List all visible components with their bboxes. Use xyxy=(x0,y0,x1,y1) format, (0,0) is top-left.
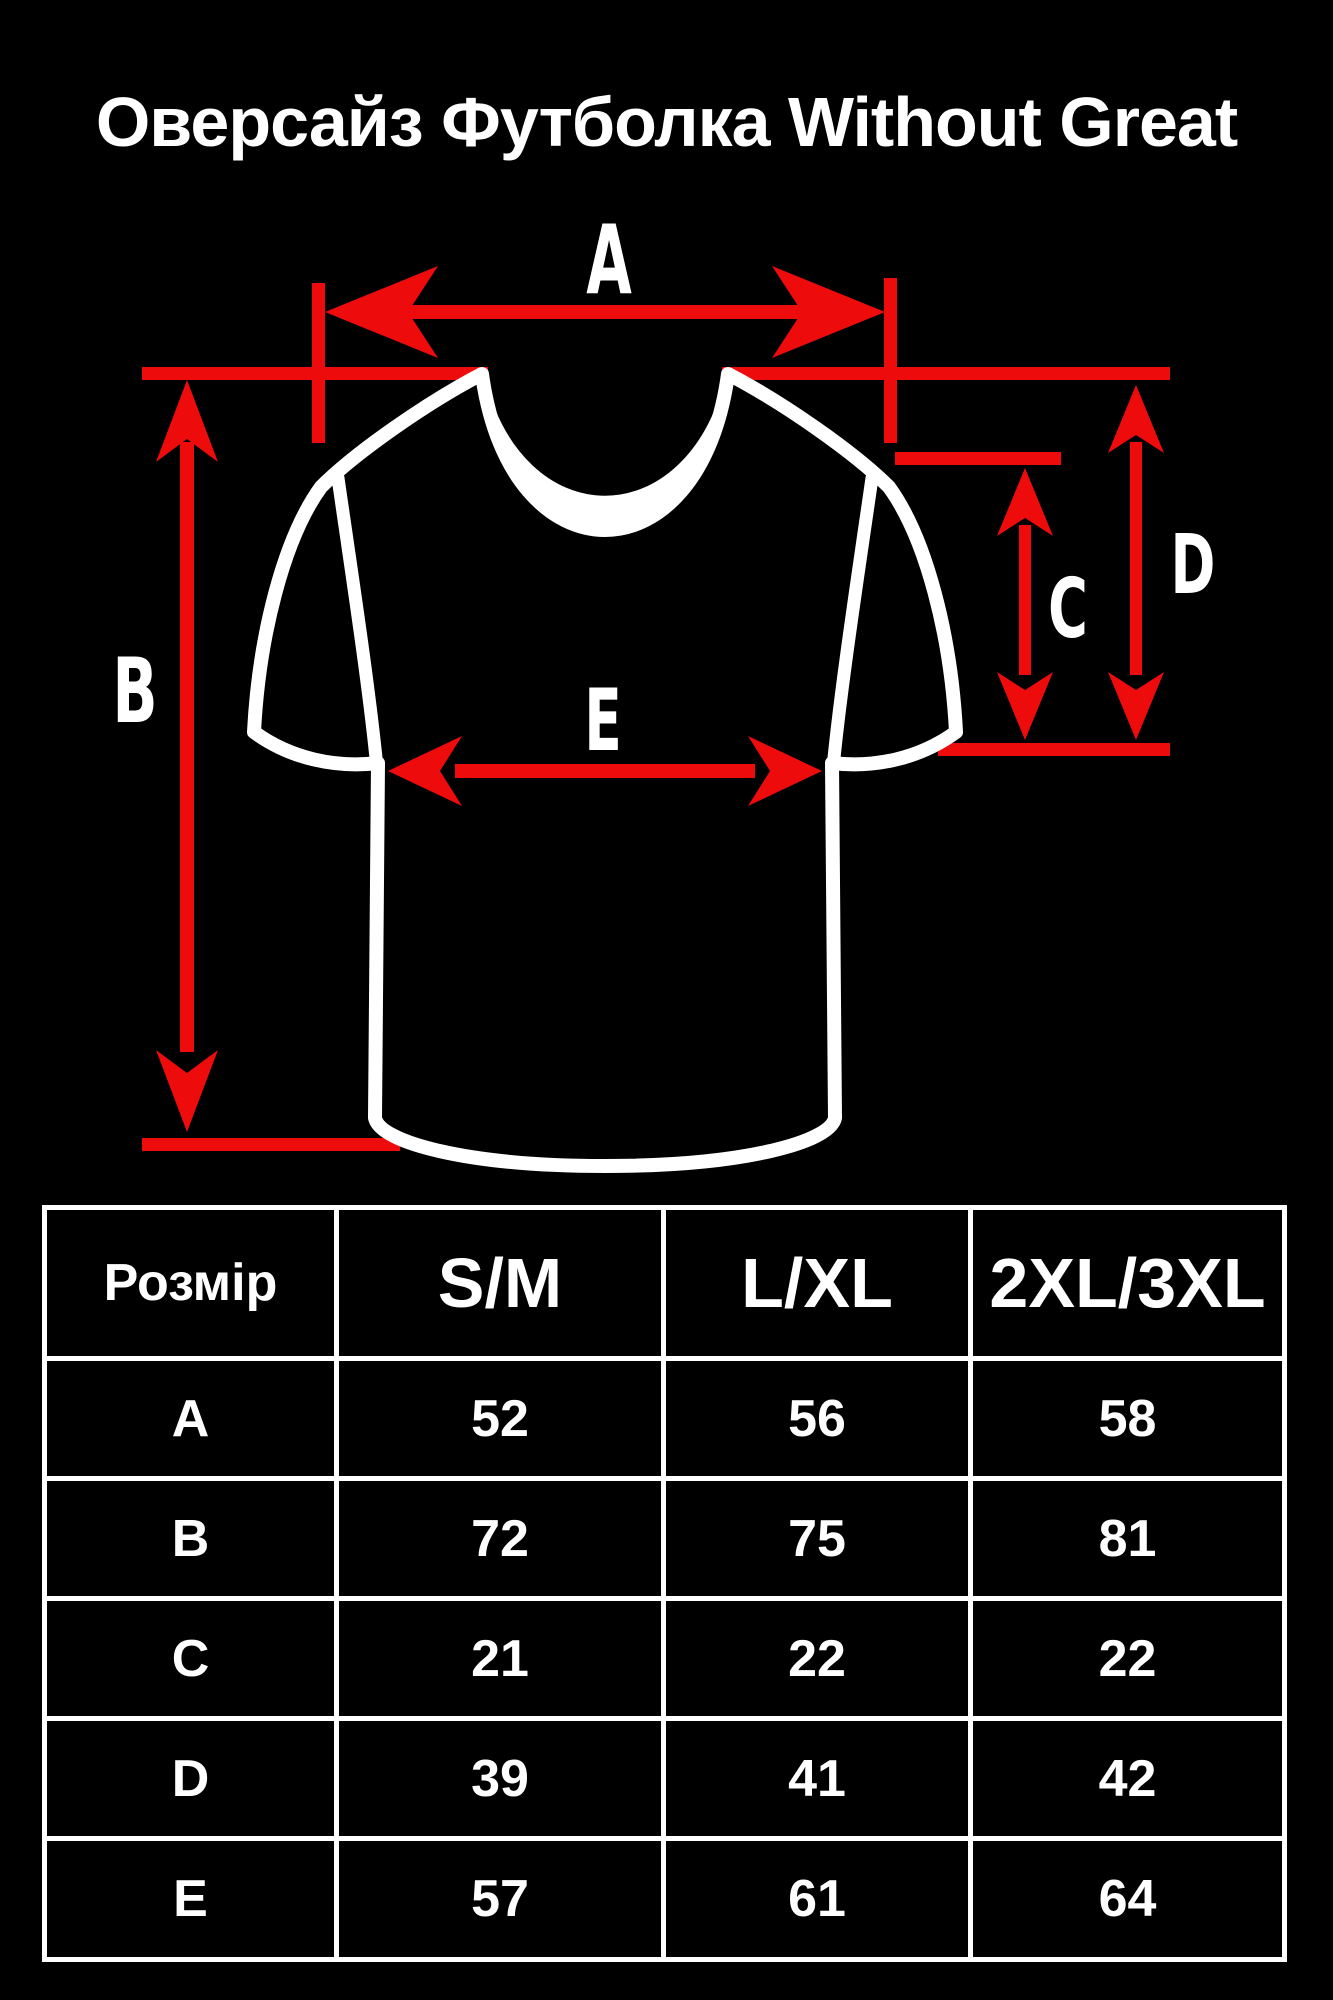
value-cell-C-1: 22 xyxy=(666,1601,968,1716)
value-cell-E-0: 57 xyxy=(339,1841,661,1957)
tshirt-sleeve-seam-left xyxy=(331,471,383,765)
value-cell-E-1: 61 xyxy=(666,1841,968,1957)
value-cell-A-0: 52 xyxy=(339,1361,661,1476)
value-cell-A-2: 58 xyxy=(973,1361,1282,1476)
size-table: Розмір S/M L/XL 2XL/3XL A 52 56 58 B 72 75 81 C 21 22 2… xyxy=(42,1205,1287,1962)
row-label-E: E xyxy=(47,1841,334,1957)
value-cell-C-0: 21 xyxy=(339,1601,661,1716)
measure-arrow-c xyxy=(997,468,1053,740)
row-label-D: D xyxy=(47,1721,334,1836)
value-cell-D-1: 41 xyxy=(666,1721,968,1836)
measure-arrow-b xyxy=(156,380,218,1132)
header-cell-size-1: S/M xyxy=(339,1210,661,1356)
row-label-C: C xyxy=(47,1601,334,1716)
tshirt-collar xyxy=(480,372,730,532)
value-cell-D-2: 42 xyxy=(973,1721,1282,1836)
value-cell-E-2: 64 xyxy=(973,1841,1282,1957)
shoulder-line-right xyxy=(722,367,1170,380)
tshirt-sleeve-seam-right xyxy=(827,471,879,765)
measure-label-e: E xyxy=(584,671,622,771)
measure-arrow-e xyxy=(388,736,822,806)
value-cell-C-2: 22 xyxy=(973,1601,1282,1716)
hem-line xyxy=(142,1138,400,1151)
measurement-extension-lines xyxy=(142,278,1170,1151)
value-cell-B-0: 72 xyxy=(339,1481,661,1596)
value-cell-D-0: 39 xyxy=(339,1721,661,1836)
measure-label-d: D xyxy=(1171,519,1216,613)
header-cell-size-label: Розмір xyxy=(47,1210,334,1356)
header-cell-size-2: L/XL xyxy=(666,1210,968,1356)
measure-label-c: C xyxy=(1048,563,1088,657)
tshirt-measurement-diagram: A B C D E xyxy=(112,205,1216,1173)
a-extension-tick-left xyxy=(312,283,325,443)
sleeve-bottom-line xyxy=(938,743,1170,756)
row-label-A: A xyxy=(47,1361,334,1476)
measure-label-a: A xyxy=(586,205,632,316)
row-label-B: B xyxy=(47,1481,334,1596)
value-cell-B-2: 81 xyxy=(973,1481,1282,1596)
header-cell-size-3: 2XL/3XL xyxy=(973,1210,1282,1356)
page-title: Оверсайз Футболка Without Great xyxy=(95,83,1238,161)
value-cell-A-1: 56 xyxy=(666,1361,968,1476)
measure-arrow-d xyxy=(1108,385,1164,740)
measure-label-b: B xyxy=(112,638,157,743)
value-cell-B-1: 75 xyxy=(666,1481,968,1596)
c-top-line xyxy=(895,452,1061,465)
measure-arrow-a xyxy=(325,266,885,358)
a-extension-tick-right xyxy=(884,278,897,443)
